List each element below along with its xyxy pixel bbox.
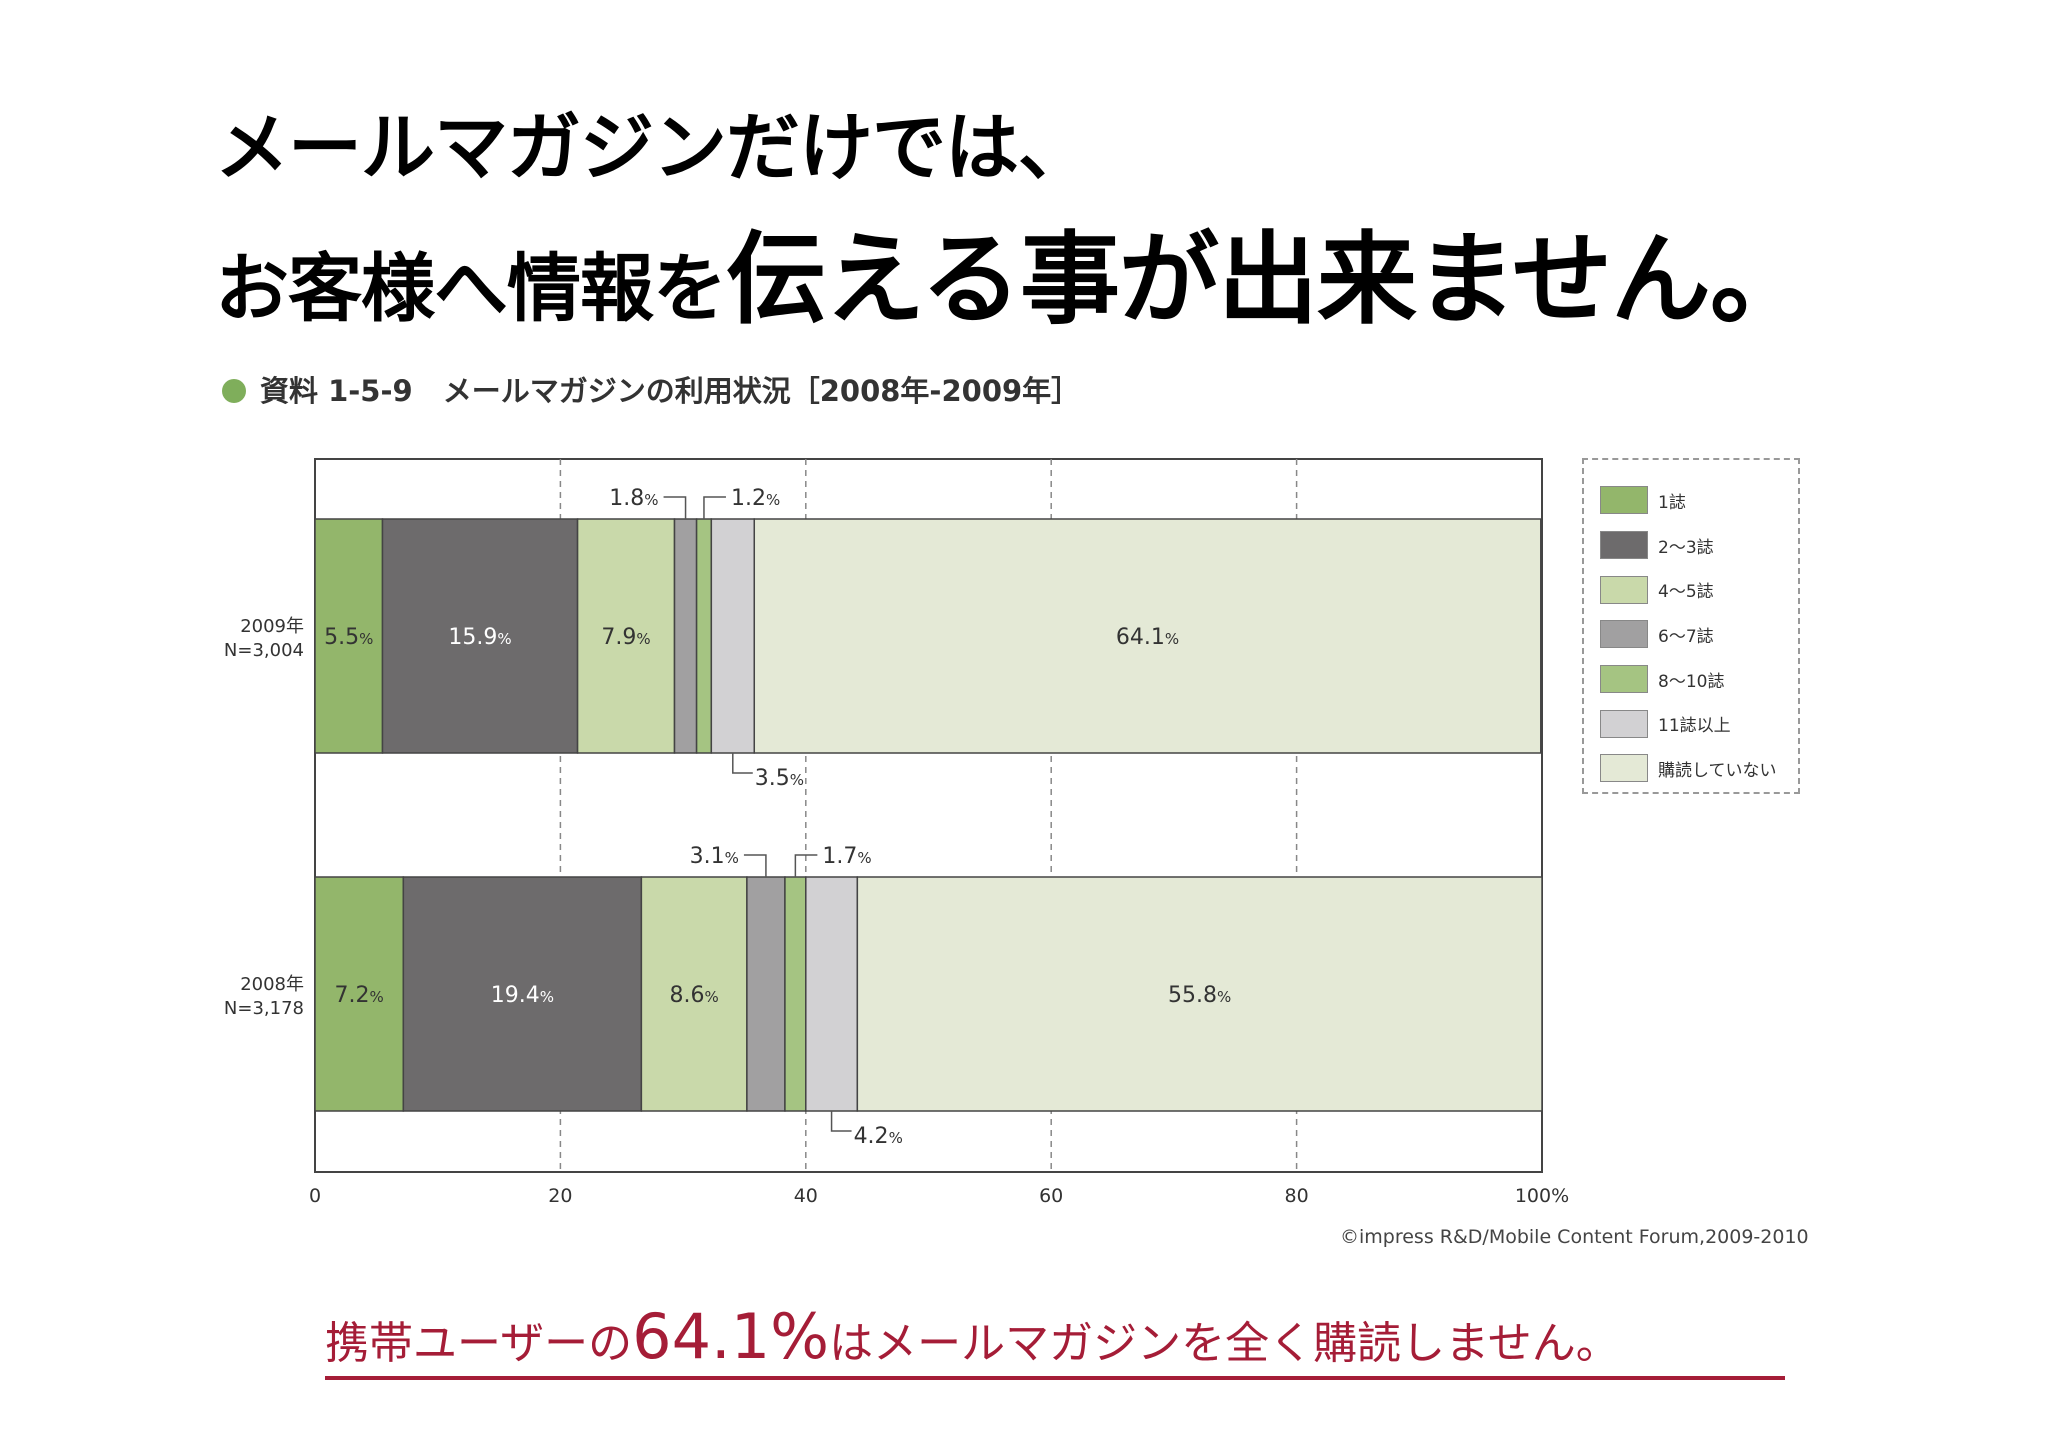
bar-segment	[576, 518, 676, 754]
legend-swatch	[1600, 620, 1648, 649]
legend-item: 2〜3誌	[1600, 523, 1798, 568]
callout-leader	[703, 496, 726, 519]
x-tick-label: 20	[548, 1185, 572, 1207]
callout-leader	[830, 1111, 852, 1132]
headline-line-2: お客様へ情報を伝える事が出来ません。	[215, 198, 1810, 343]
legend-swatch	[1600, 531, 1648, 560]
legend-label: 4〜5誌	[1658, 582, 1714, 603]
legend-label: 2〜3誌	[1658, 537, 1714, 558]
bar-value-label: 3.1%	[690, 844, 739, 869]
legend-item: 1誌	[1600, 478, 1798, 523]
chart-legend: 1誌 2〜3誌 4〜5誌 6〜7誌 8〜10誌 11誌以上購読していない	[1582, 458, 1800, 794]
x-tick-label: 60	[1039, 1185, 1063, 1207]
x-tick-label: 40	[794, 1185, 818, 1207]
callout-leader	[663, 496, 687, 519]
bar-segment	[746, 876, 786, 1112]
headline-line-2-part-b: 伝える事が出来ません。	[726, 221, 1810, 338]
stacked-bar-chart: 5.5% 15.9% 7.9% 64.1% 1.8% 1.2% 3.5% 2009年 N=3,0…	[224, 458, 1569, 1207]
bar-value-label: 1.2%	[731, 486, 780, 511]
legend-label: 1誌	[1658, 492, 1686, 513]
x-tick-label: 80	[1285, 1185, 1309, 1207]
legend-item: 8〜10誌	[1600, 657, 1798, 702]
bar-segment	[640, 876, 748, 1112]
bar-value-label: 55.8%	[1168, 983, 1231, 1008]
legend-item: 4〜5誌	[1600, 567, 1798, 612]
bar-value-label: 1.8%	[609, 486, 658, 511]
legend-label: 購読していない	[1658, 760, 1777, 781]
source-credit: ©impress R&D/Mobile Content Forum,2009-2…	[1340, 1226, 1809, 1248]
row-label: N=3,178	[224, 998, 304, 1019]
conclusion-statement: 携帯ユーザーの64.1%はメールマガジンを全く購読しません。	[325, 1300, 1785, 1380]
legend-label: 11誌以上	[1658, 716, 1731, 737]
bar-value-label: 15.9%	[448, 625, 511, 650]
row-label: 2008年	[240, 974, 304, 995]
conclusion-suffix: はメールマガジンを全く購読しません。	[829, 1318, 1620, 1369]
bar-segment	[314, 876, 405, 1112]
legend-swatch	[1600, 709, 1648, 738]
callout-leader	[794, 854, 818, 877]
conclusion-prefix: 携帯ユーザーの	[325, 1318, 633, 1369]
bar-value-label: 64.1%	[1116, 625, 1179, 650]
legend-item: 11誌以上	[1600, 701, 1798, 746]
bar-value-label: 3.5%	[755, 766, 804, 791]
bar-value-label: 19.4%	[491, 983, 554, 1008]
bar-value-label: 5.5%	[324, 625, 373, 650]
bar-value-label: 4.2%	[854, 1124, 903, 1149]
caption-bullet-icon	[222, 379, 246, 403]
bar-value-label: 7.2%	[335, 983, 384, 1008]
bar-segment	[314, 518, 384, 754]
bar-segment	[784, 876, 807, 1112]
headline-line-2-part-a: お客様へ情報を	[215, 246, 727, 332]
row-label: N=3,004	[224, 640, 304, 661]
bar-segment	[753, 518, 1542, 754]
callout-leader	[732, 753, 753, 774]
legend-swatch	[1600, 575, 1648, 604]
legend-label: 6〜7誌	[1658, 626, 1714, 647]
legend-swatch	[1600, 486, 1648, 515]
legend-item: 購読していない	[1600, 746, 1798, 791]
figure-title: メールマガジンの利用状況［2008年-2009年］	[442, 374, 1081, 408]
bar-value-label: 8.6%	[670, 983, 719, 1008]
figure-label: 資料 1-5-9	[260, 374, 413, 408]
bar-segment	[673, 518, 698, 754]
x-tick-label: 100%	[1515, 1185, 1569, 1207]
bar-segment	[695, 518, 713, 754]
callout-leader	[743, 854, 767, 877]
conclusion-highlight: 64.1%	[632, 1300, 830, 1373]
bar-segment	[856, 876, 1543, 1112]
figure-caption: 資料 1-5-9 メールマガジンの利用状況［2008年-2009年］	[222, 368, 1080, 410]
row-label: 2009年	[240, 616, 304, 637]
bar-segment	[402, 876, 643, 1112]
bar-segment	[710, 518, 756, 754]
legend-swatch	[1600, 754, 1648, 783]
legend-label: 8〜10誌	[1658, 671, 1725, 692]
legend-swatch	[1600, 665, 1648, 694]
bar-segment	[805, 876, 859, 1112]
headline-line-1: メールマガジンだけでは、	[215, 105, 1092, 191]
bar-segment	[381, 518, 579, 754]
x-tick-label: 0	[309, 1185, 321, 1207]
legend-item: 6〜7誌	[1600, 612, 1798, 657]
bar-value-label: 1.7%	[822, 844, 871, 869]
bar-value-label: 7.9%	[601, 625, 650, 650]
